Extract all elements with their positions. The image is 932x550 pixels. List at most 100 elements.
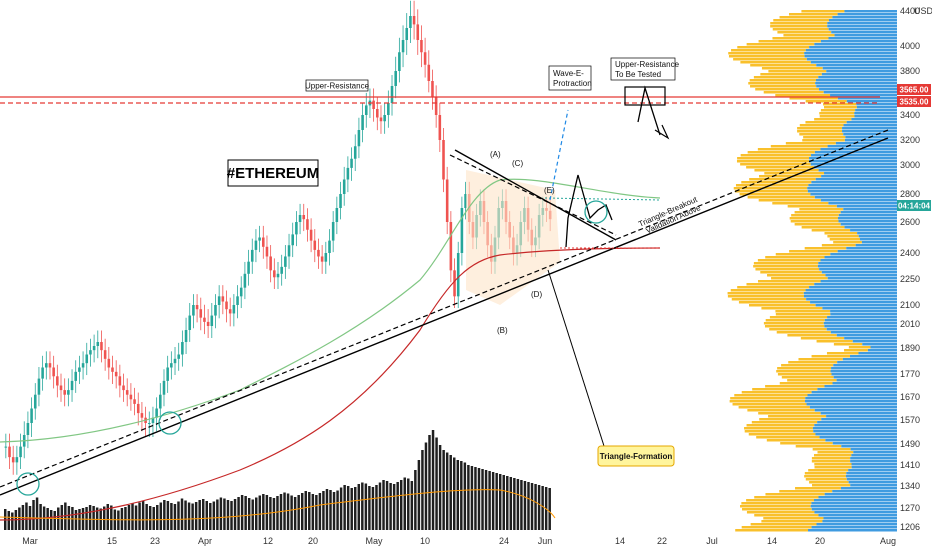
- volume-bar: [110, 505, 113, 530]
- volume-profile-bar: [804, 475, 846, 478]
- volume-profile-bar: [732, 403, 807, 406]
- volume-profile-bar: [750, 523, 817, 526]
- volume-profile-bar: [832, 442, 897, 445]
- volume-profile-bar: [837, 250, 897, 253]
- volume-bar: [364, 483, 368, 530]
- volume-profile-bar: [846, 247, 897, 250]
- volume-profile-bar: [754, 496, 819, 499]
- volume-profile-bar: [765, 319, 825, 322]
- volume-profile-bar: [763, 517, 824, 520]
- price-badge-timer: 04:14:04: [898, 202, 931, 211]
- volume-profile-bar: [748, 433, 816, 436]
- volume-profile-bar: [811, 502, 897, 505]
- volume-profile-bar: [805, 397, 897, 400]
- candle-body: [41, 367, 44, 379]
- volume-bar: [297, 495, 300, 530]
- volume-profile-bar: [853, 451, 897, 454]
- volume-bars: [4, 430, 551, 530]
- currency-label: USD: [914, 6, 932, 16]
- triangle-upper-line: [454, 149, 617, 241]
- candle-body: [409, 16, 412, 28]
- volume-bar: [488, 471, 491, 530]
- volume-profile-bar: [833, 376, 897, 379]
- volume-profile-bar: [742, 508, 812, 511]
- volume-profile-bar: [740, 505, 811, 508]
- volume-profile-bar: [807, 394, 897, 397]
- volume-profile-bar: [814, 466, 852, 469]
- volume-profile-bar: [787, 379, 837, 382]
- price-tick-label: 1206: [900, 522, 920, 532]
- volume-profile-bar: [777, 31, 832, 34]
- volume-profile-bar: [854, 115, 897, 118]
- wave-label-a: (A): [490, 150, 501, 159]
- volume-profile-bar: [740, 163, 811, 166]
- candle-body: [258, 237, 261, 241]
- volume-bar: [414, 470, 417, 530]
- volume-profile-bar: [850, 484, 897, 487]
- volume-bar: [382, 480, 385, 530]
- volume-bar: [527, 482, 530, 530]
- volume-profile-bar: [776, 331, 831, 334]
- volume-bar: [18, 507, 21, 530]
- volume-profile-bar: [754, 514, 819, 517]
- volume-profile-bar: [810, 301, 897, 304]
- volume-profile-bar: [737, 286, 810, 289]
- volume-profile-bar: [850, 448, 897, 451]
- upper-resistance-box: [305, 79, 369, 92]
- volume-bar: [152, 507, 155, 530]
- volume-bar: [85, 507, 88, 530]
- volume-profile-bar: [827, 235, 859, 238]
- volume-profile-bar: [797, 130, 843, 133]
- candle-body: [48, 363, 52, 368]
- volume-profile-bar: [846, 121, 897, 124]
- volume-bar: [134, 505, 138, 530]
- volume-profile-bar: [776, 370, 831, 373]
- upper-resistance-label: Upper-Resistance: [305, 82, 370, 91]
- price-tick-label: 2400: [900, 248, 920, 258]
- volume-profile-bar: [746, 499, 815, 502]
- candle-body: [401, 40, 405, 53]
- volume-profile-bar: [851, 454, 897, 457]
- volume-profile-bar: [775, 313, 831, 316]
- volume-profile-bar: [831, 373, 897, 376]
- candle-body: [67, 390, 70, 395]
- volume-profile-bar: [830, 253, 897, 256]
- candle-body: [247, 261, 250, 274]
- resistance-target-box: [624, 86, 666, 106]
- volume-bar: [534, 484, 537, 530]
- volume-bar: [407, 478, 410, 530]
- volume-profile-bar: [789, 97, 838, 100]
- candle-body: [118, 376, 122, 386]
- volume-bar: [315, 495, 318, 530]
- volume-profile: [727, 10, 897, 532]
- highlight-circle: [584, 200, 608, 224]
- volume-profile-bar: [819, 112, 855, 115]
- price-tick-label: 3400: [900, 110, 920, 120]
- candle-body: [89, 350, 92, 355]
- volume-profile-bar: [832, 382, 897, 385]
- volume-profile-bar: [830, 313, 897, 316]
- candle-body: [442, 140, 445, 180]
- price-tick-label: 2600: [900, 217, 920, 227]
- volume-profile-bar: [833, 343, 863, 346]
- candle-body: [427, 64, 431, 81]
- volume-profile-bar: [738, 406, 810, 409]
- volume-profile-bar: [820, 280, 897, 283]
- volume-profile-bar: [843, 208, 897, 211]
- volume-profile-bar: [728, 52, 805, 55]
- volume-profile-bar: [772, 202, 829, 205]
- volume-profile-bar: [753, 76, 819, 79]
- volume-profile-bar: [789, 13, 838, 16]
- volume-profile-bar: [767, 274, 826, 277]
- candle-body: [306, 219, 309, 230]
- volume-profile-bar: [811, 508, 897, 511]
- volume-bar: [361, 482, 364, 530]
- price-tick-label: 2100: [900, 300, 920, 310]
- volume-profile-bar: [820, 40, 897, 43]
- volume-bar: [421, 450, 424, 530]
- volume-profile-bar: [748, 82, 816, 85]
- volume-bar: [216, 499, 219, 530]
- volume-profile-bar: [758, 412, 821, 415]
- candle-body: [460, 208, 464, 253]
- candle-body: [30, 408, 33, 423]
